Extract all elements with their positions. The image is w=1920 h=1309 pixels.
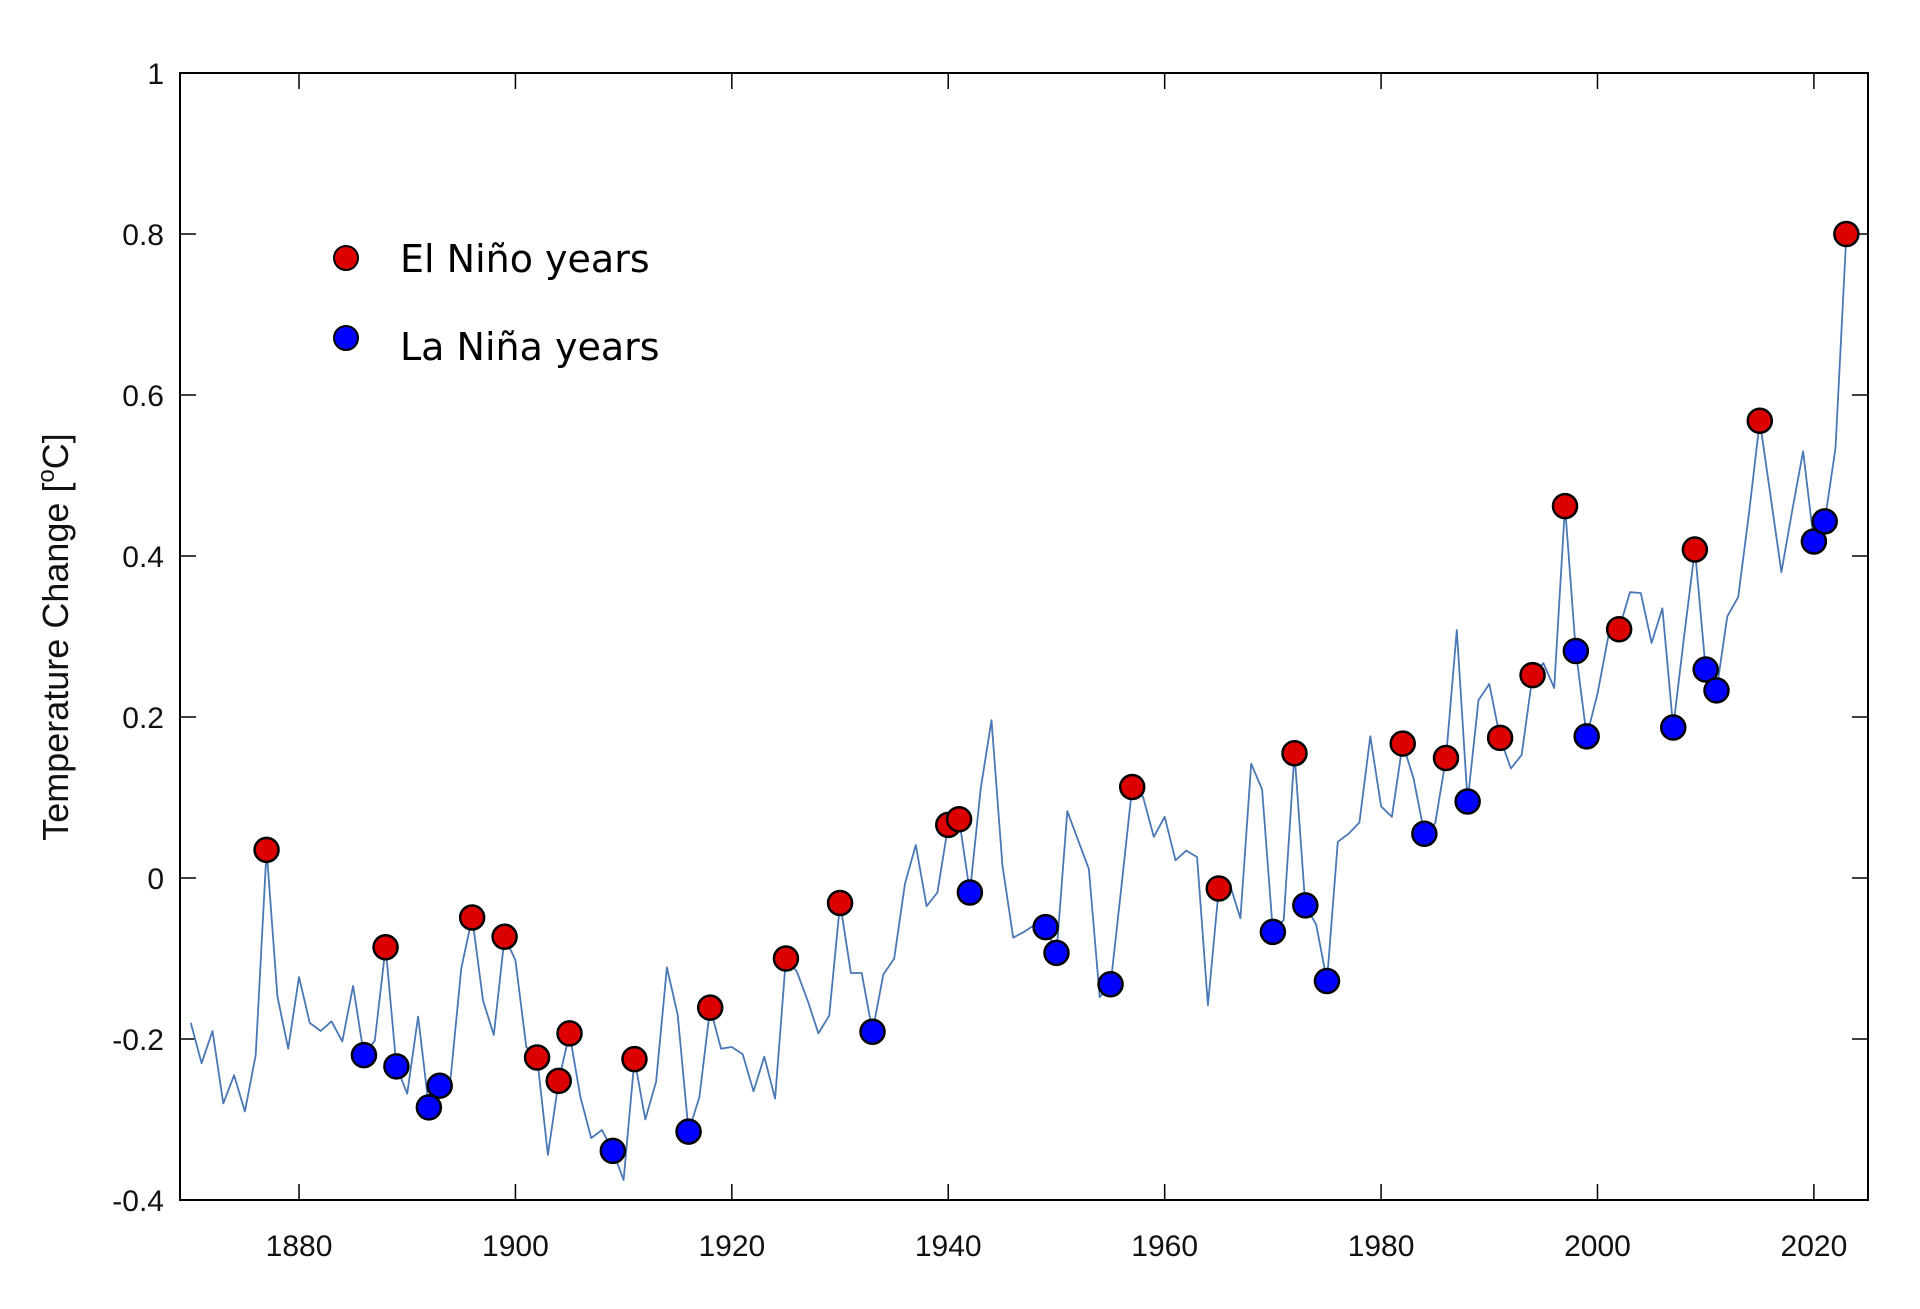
la-nina-marker [675, 1118, 702, 1145]
la-nina-marker [1800, 528, 1828, 555]
x-tick-label: 1940 [915, 1230, 982, 1263]
legend-marker-el-nino [333, 245, 359, 271]
x-tick-label: 1980 [1348, 1230, 1415, 1263]
la-nina-marker [1032, 913, 1059, 941]
la-nina-marker [1454, 788, 1481, 815]
legend-marker-la-nina [333, 325, 359, 351]
el-nino-marker [1519, 661, 1546, 689]
el-nino-marker [491, 923, 518, 951]
el-nino-marker [621, 1045, 648, 1073]
y-tick-label: 0.2 [122, 702, 164, 735]
el-nino-marker [458, 904, 486, 931]
x-axis-ticks: 1880 1900 1920 1940 1960 1980 2000 2020 [266, 73, 1848, 1263]
y-axis-title: Temperature Change [oC] [33, 433, 76, 841]
el-nino-marker [826, 889, 854, 917]
x-tick-label: 2020 [1781, 1230, 1848, 1263]
la-nina-marker [1692, 656, 1719, 683]
y-tick-label: 1 [147, 58, 164, 91]
la-nina-marker [1097, 971, 1124, 998]
y-tick-label: -0.2 [112, 1024, 164, 1057]
y-tick-label: 0 [147, 863, 164, 896]
legend-item-el-nino: El Niño years [333, 237, 650, 281]
el-nino-marker [1118, 773, 1146, 801]
la-nina-marker [1043, 939, 1070, 967]
x-tick-label: 2000 [1564, 1230, 1631, 1263]
el-nino-marker [1389, 730, 1416, 757]
y-tick-label: 0.6 [122, 380, 164, 413]
x-tick-label: 1900 [482, 1230, 549, 1263]
y-axis-ticks: -0.4 -0.2 0 0.2 0.4 0.6 0.8 1 [112, 58, 1868, 1218]
la-nina-marker [1573, 723, 1600, 750]
y-tick-label: 0.8 [122, 219, 164, 252]
la-nina-marker [859, 1018, 886, 1046]
legend-label-la-nina: La Niña years [400, 325, 660, 369]
la-nina-marker [1562, 637, 1590, 665]
el-nino-marker [523, 1044, 551, 1071]
temperature-line [189, 233, 1848, 1181]
la-nina-marker [1703, 677, 1730, 704]
la-nina-marker [350, 1041, 378, 1069]
legend: El Niño years La Niña years [333, 237, 660, 369]
x-tick-label: 1960 [1131, 1230, 1198, 1263]
la-nina-marker [1659, 714, 1687, 741]
legend-label-el-nino: El Niño years [400, 237, 650, 281]
y-tick-label: -0.4 [112, 1185, 164, 1218]
el-nino-marker [772, 945, 800, 972]
series-line-group [189, 233, 1848, 1181]
plot-frame [179, 72, 1869, 1201]
la-nina-marker [1313, 967, 1341, 995]
el-nino-marker [1746, 407, 1774, 435]
la-nina-marker [1411, 820, 1438, 847]
la-nina-marker [599, 1137, 627, 1165]
la-nina-marker [1259, 918, 1287, 946]
la-nina-marker [415, 1094, 443, 1121]
x-tick-label: 1920 [698, 1230, 765, 1263]
el-nino-marker [1605, 616, 1633, 643]
el-nino-marker [545, 1067, 572, 1095]
la-nina-marker [426, 1072, 453, 1099]
el-nino-marker [945, 805, 973, 833]
el-nino-marker [1833, 220, 1860, 248]
el-nino-marker [372, 933, 399, 961]
el-nino-marker [1486, 724, 1514, 752]
el-nino-marker [253, 836, 280, 864]
la-nina-marker [383, 1053, 410, 1080]
el-nino-marker [1681, 536, 1709, 563]
legend-item-la-nina: La Niña years [333, 325, 660, 369]
el-nino-marker [1205, 875, 1233, 902]
x-tick-label: 1880 [266, 1230, 333, 1263]
marker-group [253, 220, 1860, 1165]
el-nino-marker [1432, 744, 1460, 772]
el-nino-marker [1281, 739, 1308, 767]
plot-area-border [179, 72, 1869, 1201]
la-nina-marker [956, 879, 984, 906]
el-nino-marker [696, 994, 724, 1021]
el-nino-marker [556, 1020, 583, 1047]
el-nino-marker [1551, 492, 1579, 520]
la-nina-marker [1811, 508, 1838, 535]
y-tick-label: 0.4 [122, 541, 164, 574]
la-nina-marker [1292, 892, 1319, 919]
